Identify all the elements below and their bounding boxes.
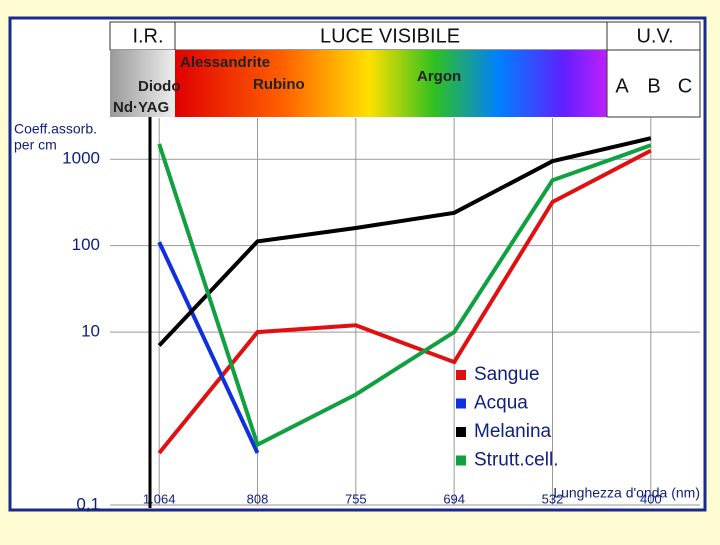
series-line [157,241,260,454]
legend-label: Melanina [474,421,552,442]
visible-band [175,50,607,117]
legend-swatch [456,427,466,437]
legend-label: Sangue [474,364,540,385]
legend-label: Acqua [474,393,528,414]
x-axis-label: Lunghezza d'onda (nm) [553,485,700,501]
uv-label: B [647,75,660,97]
x-tick-label: 1.064 [143,491,176,506]
laser-label: Argon [417,68,461,85]
legend-label: Strutt.cell. [474,450,558,471]
uv-label: C [678,75,692,97]
legend-swatch [456,455,466,466]
laser-label: Nd·YAG [113,99,169,116]
laser-label: Diodo [138,78,181,95]
y-axis-label: Coeff.assorb. [14,121,97,137]
x-tick-label: 808 [247,491,269,506]
band-row [109,21,701,51]
x-tick-label: 694 [443,491,465,506]
band-label: I.R. [132,25,163,47]
spectrum-header: I.R. LUCE VISIBILE U.V. Alessandrite Dio… [109,21,701,118]
y-tick-label: 10 [81,322,100,341]
y-axis-label: per cm [14,137,57,153]
legend-swatch [456,398,466,409]
ir-band [110,50,175,117]
y-tick-label: 100 [72,235,100,254]
legend-swatch [456,370,466,380]
series-line [157,143,652,448]
x-tick-label: 532 [542,491,564,506]
band-label: LUCE VISIBILE [320,25,460,47]
y-tick-label: 0,1 [76,494,100,513]
y-tick-label: 1000 [62,149,100,168]
laser-label: Alessandrite [180,54,270,71]
band-label: U.V. [636,25,673,47]
plot: 1000 100 10 0,1 1.064 808 755 694 532 400 Sangue Ac… [62,117,700,513]
x-tick-label: 755 [345,491,367,506]
laser-label: Rubino [253,76,305,93]
x-tick-label: 400 [640,491,662,506]
uv-band [606,49,701,118]
series-line [157,148,652,455]
series-line [157,136,652,347]
uv-label: A [615,75,629,97]
